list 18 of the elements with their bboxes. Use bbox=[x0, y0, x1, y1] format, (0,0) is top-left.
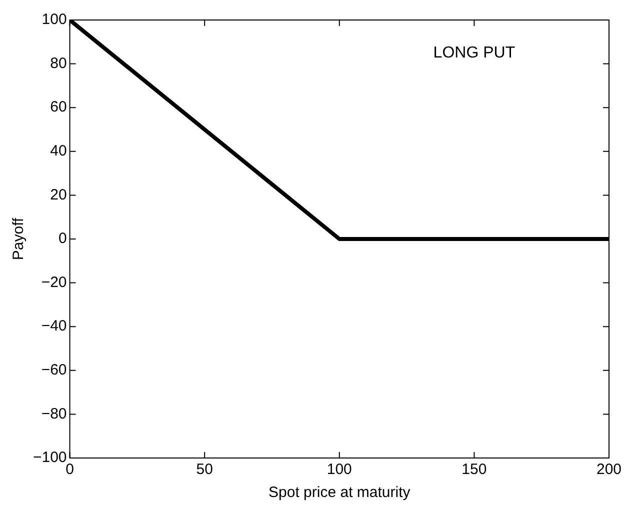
x-axis-title: Spot price at maturity bbox=[268, 484, 411, 502]
x-tick-label: 100 bbox=[326, 461, 352, 478]
annotation: LONG PUT bbox=[433, 44, 516, 62]
y-tick-label: −100 bbox=[32, 449, 67, 466]
y-tick-label: 100 bbox=[42, 11, 67, 28]
y-tick-label: −60 bbox=[41, 362, 67, 379]
y-tick-label: 80 bbox=[50, 54, 67, 72]
x-tick-label: 200 bbox=[596, 461, 622, 478]
y-tick-label: 0 bbox=[58, 230, 67, 248]
y-tick-label: −40 bbox=[41, 318, 67, 335]
y-axis-title: Payoff bbox=[10, 217, 28, 260]
y-tick-label: −20 bbox=[41, 274, 67, 291]
x-tick-label: 150 bbox=[462, 461, 487, 478]
y-tick-label: 40 bbox=[50, 142, 67, 160]
y-tick-label: −80 bbox=[41, 405, 67, 422]
y-tick-label: 60 bbox=[50, 98, 67, 116]
y-tick-label: 20 bbox=[50, 186, 67, 204]
x-tick-label: 50 bbox=[196, 461, 213, 478]
